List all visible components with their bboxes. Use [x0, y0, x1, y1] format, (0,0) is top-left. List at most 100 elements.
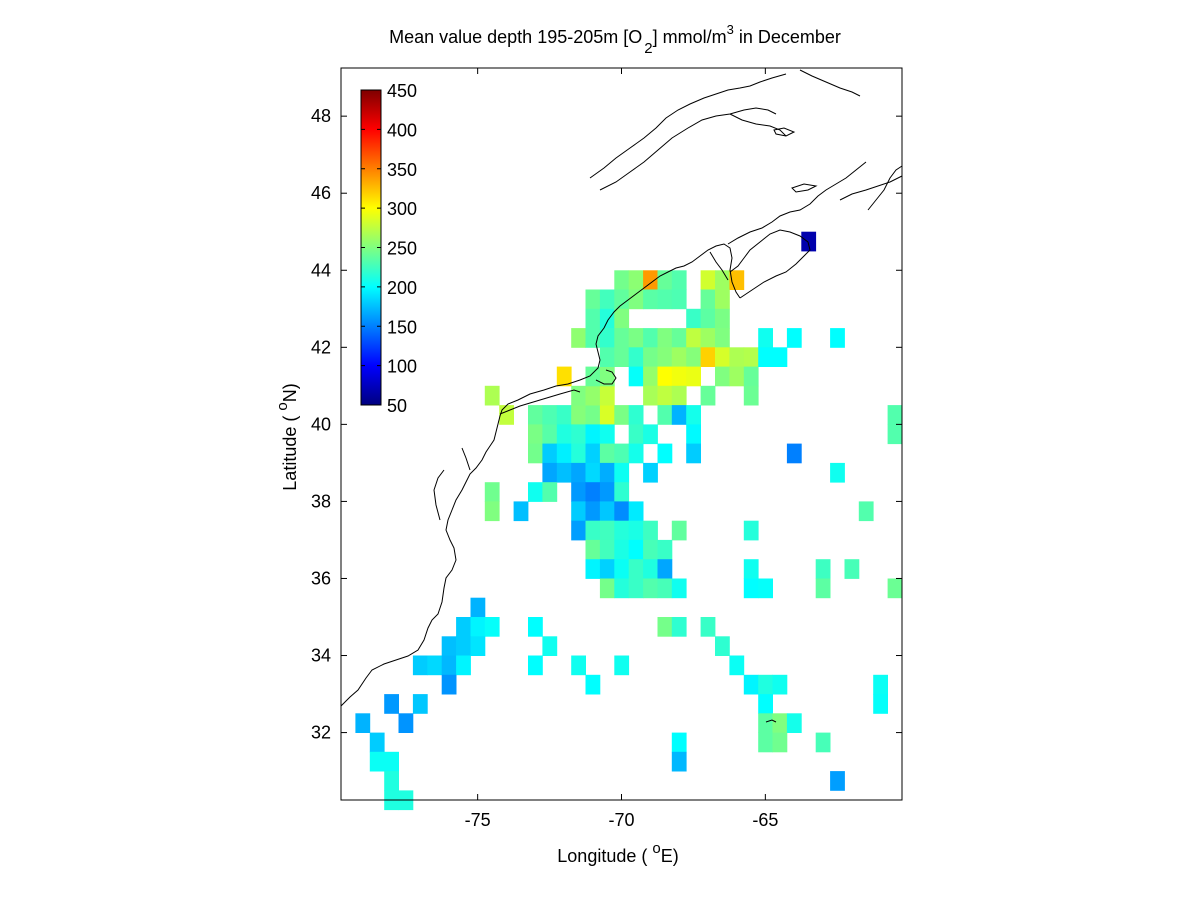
grid-cell [628, 520, 644, 541]
grid-cell [628, 366, 644, 387]
grid-cell [628, 328, 644, 348]
grid-cell [599, 405, 615, 425]
long-island-coastline [499, 389, 581, 415]
grid-cell [671, 751, 687, 772]
coastline [340, 69, 903, 723]
grid-cell [585, 539, 601, 560]
grid-cell [528, 405, 543, 425]
grid-cell [657, 578, 673, 599]
grid-cell [470, 617, 486, 637]
grid-cell [484, 385, 500, 406]
grid-cell [484, 617, 500, 637]
x-tick-label: -65 [752, 810, 778, 830]
cape-cod-coastline [595, 369, 617, 385]
grid-cell [599, 443, 615, 464]
grid-cell [571, 501, 586, 522]
x-axis-label: Longitude ( oE) [557, 840, 678, 866]
grid-cell [643, 347, 658, 367]
grid-cell [743, 520, 759, 541]
grid-cell [556, 424, 572, 445]
grid-cell [599, 308, 615, 329]
st-lawrence-north-shore [589, 73, 787, 179]
grid-cell [657, 366, 673, 387]
y-tick-label: 42 [311, 337, 331, 357]
y-tick-label: 40 [311, 414, 331, 434]
figure-title: Mean value depth 195-205m [O2] mmol/m3 i… [389, 22, 841, 57]
grid-cell [398, 713, 414, 733]
grid-cell [456, 655, 471, 676]
colorbar-tick-label: 400 [387, 120, 417, 140]
grid-cell [556, 462, 572, 483]
grid-cell [585, 501, 601, 522]
grid-cell [412, 694, 428, 714]
grid-cell [614, 289, 630, 310]
grid-cell [599, 559, 615, 579]
grid-cell [585, 520, 601, 541]
grid-cell [786, 713, 802, 733]
grid-cell [657, 539, 673, 560]
grid-cell [657, 617, 673, 637]
grid-cell [571, 443, 586, 464]
east-coast-coastline [340, 243, 741, 707]
grid-cell [873, 694, 888, 714]
grid-cell [844, 559, 860, 579]
grid-cell [599, 462, 615, 483]
grid-cell [772, 713, 788, 733]
grid-cell [628, 270, 644, 290]
grid-cell [873, 674, 888, 695]
grid-cell [628, 347, 644, 367]
grid-cell [743, 347, 759, 367]
x-tick-label: -75 [465, 810, 491, 830]
grid-cell [628, 424, 644, 445]
grid-cell [686, 308, 701, 329]
colorbar-tick-label: 200 [387, 278, 417, 298]
grid-cell [484, 482, 500, 502]
grid-cell [585, 328, 601, 348]
grid-cell [441, 674, 457, 695]
grid-cell [671, 328, 687, 348]
grid-cell [887, 405, 903, 425]
grid-cell [657, 328, 673, 348]
grid-cell [614, 462, 630, 483]
grid-cell [700, 617, 716, 637]
grid-cell [815, 559, 831, 579]
grid-cell [585, 462, 601, 483]
grid-cell [542, 636, 558, 656]
grid-cell [772, 674, 788, 695]
grid-cell [772, 732, 788, 753]
grid-cell [599, 424, 615, 445]
grid-cell [614, 482, 630, 502]
grid-cell [599, 520, 615, 541]
colorbar-tick-label: 300 [387, 199, 417, 219]
grid-cell [384, 771, 399, 791]
grid-cell [671, 732, 687, 753]
grid-cell [743, 366, 759, 387]
grid-cell [513, 501, 529, 522]
grid-cell [758, 578, 773, 599]
grid-cell [887, 424, 903, 445]
y-tick-label: 34 [311, 646, 331, 666]
gulf-st-lawrence-south-coast [727, 161, 867, 245]
grid-cell [657, 559, 673, 579]
grid-cell [743, 578, 759, 599]
anticosti-coastline [773, 127, 796, 137]
grid-cell [369, 732, 385, 753]
grid-cell [571, 482, 586, 502]
x-tick-label: -70 [608, 810, 634, 830]
cape-breton-coastline [839, 175, 903, 201]
grid-cell [542, 424, 558, 445]
grid-cell [614, 520, 630, 541]
colorbar-tick-label: 450 [387, 81, 417, 101]
grid-cell [686, 347, 701, 367]
grid-cell [700, 347, 716, 367]
grid-cell [585, 674, 601, 695]
grid-cell [758, 674, 773, 695]
gaspe-coastline [729, 113, 787, 137]
x-axis-ticks: -75 -70 -65 [465, 68, 778, 830]
grid-cell [614, 270, 630, 290]
grid-cell [542, 443, 558, 464]
grid-cell [441, 655, 457, 676]
newfoundland-coastline [867, 165, 903, 211]
grid-cell [743, 674, 759, 695]
grid-cell [686, 328, 701, 348]
